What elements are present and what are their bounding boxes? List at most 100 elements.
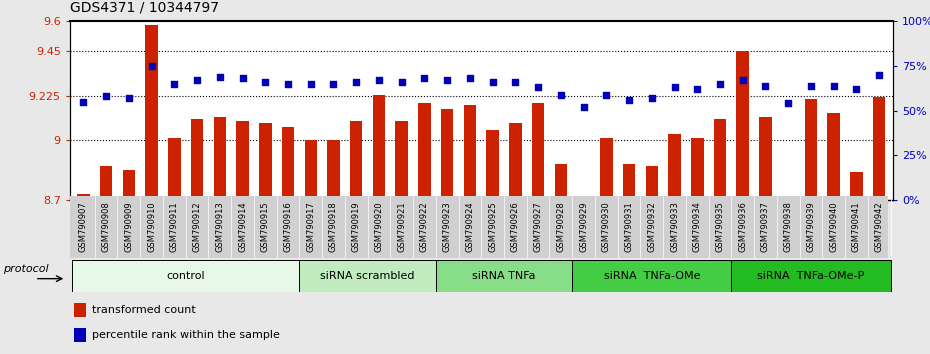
Bar [873, 97, 885, 200]
Text: control: control [166, 271, 205, 281]
Point [621, 97, 636, 103]
Bar [828, 113, 840, 200]
Text: protocol: protocol [4, 264, 49, 274]
Bar [572, 260, 731, 292]
Bar [713, 119, 726, 200]
Point [871, 72, 886, 78]
Text: GSM790919: GSM790919 [352, 201, 361, 252]
Bar [578, 196, 590, 200]
Text: GDS4371 / 10344797: GDS4371 / 10344797 [70, 0, 219, 14]
Text: GSM790918: GSM790918 [329, 201, 338, 252]
Bar [645, 166, 658, 200]
Text: GSM790913: GSM790913 [216, 201, 224, 252]
Text: percentile rank within the sample: percentile rank within the sample [92, 330, 280, 340]
Bar [737, 51, 749, 200]
Text: GSM790911: GSM790911 [170, 201, 179, 252]
Bar [282, 126, 294, 200]
Bar [350, 121, 363, 200]
Text: siRNA  TNFa-OMe: siRNA TNFa-OMe [604, 271, 700, 281]
Point [758, 83, 773, 88]
Bar [623, 164, 635, 200]
Point [235, 76, 250, 81]
Bar [731, 260, 891, 292]
Point [303, 81, 318, 87]
Text: GSM790921: GSM790921 [397, 201, 406, 252]
Point [462, 76, 477, 81]
Bar [669, 135, 681, 200]
Bar [804, 99, 817, 200]
Point [599, 92, 614, 97]
Text: GSM790942: GSM790942 [874, 201, 883, 252]
Text: GSM790939: GSM790939 [806, 201, 816, 252]
Text: GSM790940: GSM790940 [830, 201, 838, 252]
Point [349, 79, 364, 85]
Bar [259, 122, 272, 200]
Text: GSM790923: GSM790923 [443, 201, 452, 252]
Bar [77, 194, 89, 200]
Text: GSM790926: GSM790926 [511, 201, 520, 252]
Bar [691, 138, 703, 200]
Point [508, 79, 523, 85]
Bar [850, 172, 863, 200]
Point [122, 95, 137, 101]
Text: GSM790931: GSM790931 [625, 201, 633, 252]
Text: GSM790936: GSM790936 [738, 201, 747, 252]
Bar [191, 119, 204, 200]
Bar [782, 196, 794, 200]
Text: GSM790916: GSM790916 [284, 201, 293, 252]
Text: GSM790912: GSM790912 [193, 201, 202, 252]
Text: GSM790932: GSM790932 [647, 201, 657, 252]
Bar [73, 303, 86, 317]
Text: GSM790915: GSM790915 [260, 201, 270, 252]
Text: GSM790938: GSM790938 [784, 201, 792, 252]
Point [99, 93, 113, 99]
Point [485, 79, 500, 85]
Text: transformed count: transformed count [92, 305, 196, 315]
Bar [554, 164, 567, 200]
Text: siRNA TNFa: siRNA TNFa [472, 271, 536, 281]
Bar [759, 116, 772, 200]
Point [577, 104, 591, 110]
Bar [73, 328, 86, 342]
Point [804, 83, 818, 88]
Bar [168, 138, 180, 200]
Bar [395, 121, 408, 200]
Bar [299, 260, 436, 292]
Point [781, 101, 796, 106]
Text: GSM790930: GSM790930 [602, 201, 611, 252]
Text: GSM790934: GSM790934 [693, 201, 702, 252]
Text: GSM790929: GSM790929 [579, 201, 588, 252]
Text: GSM790920: GSM790920 [375, 201, 383, 252]
Point [326, 81, 341, 87]
Point [394, 79, 409, 85]
Bar [236, 121, 249, 200]
Point [144, 63, 159, 69]
Text: GSM790925: GSM790925 [488, 201, 498, 252]
Point [440, 78, 455, 83]
Text: GSM790917: GSM790917 [306, 201, 315, 252]
Point [281, 81, 296, 87]
Point [166, 81, 181, 87]
Point [212, 74, 227, 80]
Point [258, 79, 272, 85]
Point [190, 78, 205, 83]
Point [371, 78, 386, 83]
Bar [436, 260, 572, 292]
Text: siRNA scrambled: siRNA scrambled [320, 271, 415, 281]
Text: GSM790928: GSM790928 [556, 201, 565, 252]
Point [553, 92, 568, 97]
Point [417, 76, 432, 81]
Bar [418, 103, 431, 200]
Point [736, 78, 751, 83]
Point [644, 95, 659, 101]
Text: GSM790914: GSM790914 [238, 201, 247, 252]
Bar [532, 103, 544, 200]
Bar [72, 260, 299, 292]
Bar [304, 141, 317, 200]
Bar [464, 105, 476, 200]
Text: GSM790907: GSM790907 [79, 201, 88, 252]
Text: GSM790909: GSM790909 [125, 201, 133, 252]
Text: GSM790908: GSM790908 [101, 201, 111, 252]
Bar [441, 109, 454, 200]
Point [690, 86, 705, 92]
